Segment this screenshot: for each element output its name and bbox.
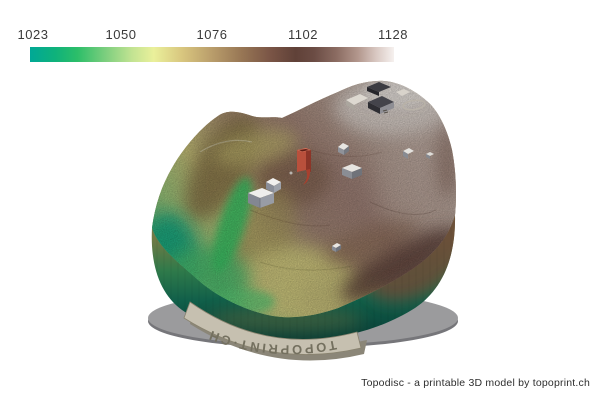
red-tower (297, 148, 311, 185)
colorbar-tick: 1102 (288, 27, 318, 42)
terrain-surface (152, 80, 456, 318)
colorbar-tick: 1050 (105, 27, 137, 42)
summit-marks (382, 109, 389, 114)
colorbar-gradient (30, 47, 394, 62)
colorbar-tick: 1023 (17, 27, 49, 42)
colorbar-tick: 1076 (196, 27, 228, 42)
summit-buildings (346, 82, 426, 114)
houses (248, 143, 434, 252)
colorbar-tick: 1128 (378, 27, 408, 42)
caption-text: Topodisc - a printable 3D model by topop… (361, 377, 590, 389)
summit-platform-oval (402, 99, 426, 111)
